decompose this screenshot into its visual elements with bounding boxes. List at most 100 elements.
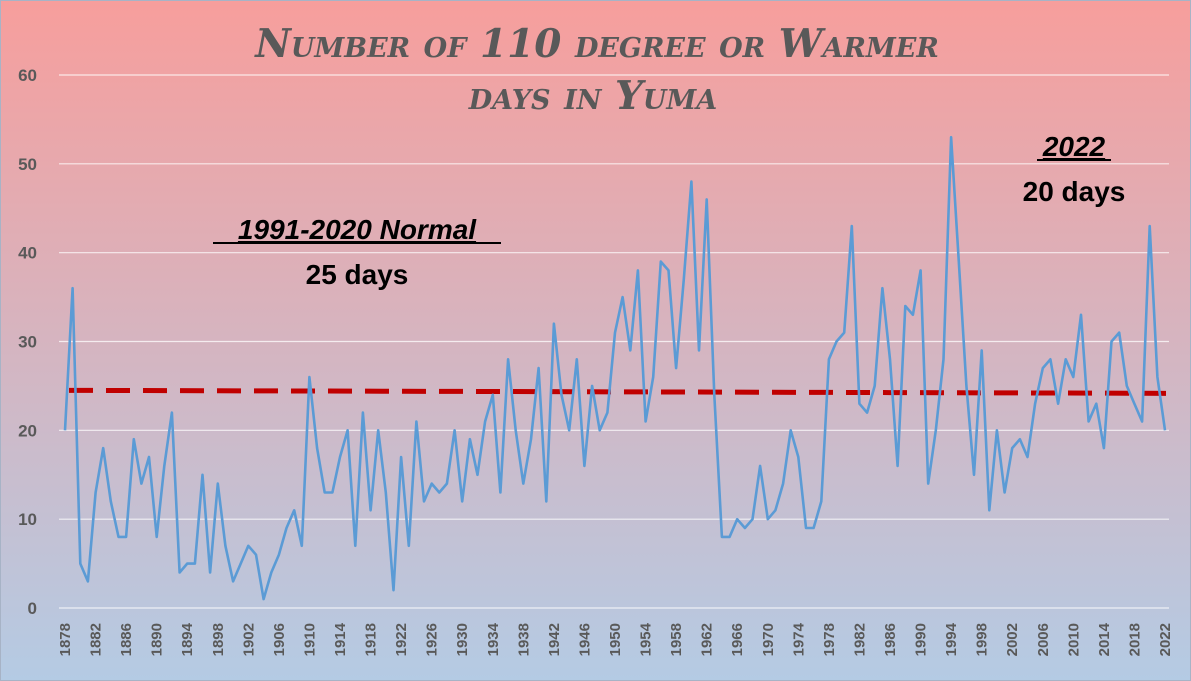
data-point-1920 xyxy=(384,491,388,495)
data-point-1930 xyxy=(460,499,464,503)
data-point-1940 xyxy=(537,366,541,370)
data-point-2010 xyxy=(1071,375,1075,379)
data-point-1958 xyxy=(674,366,678,370)
data-point-1943 xyxy=(560,393,564,397)
data-point-1945 xyxy=(575,357,579,361)
data-point-1885 xyxy=(116,535,120,539)
data-point-2021 xyxy=(1155,375,1159,379)
data-point-1959 xyxy=(682,277,686,281)
data-point-1909 xyxy=(300,544,304,548)
data-point-1969 xyxy=(758,464,762,468)
data-point-2020 xyxy=(1148,224,1152,228)
x-tick-label-1994: 1994 xyxy=(943,622,960,656)
data-point-1978 xyxy=(827,357,831,361)
x-tick-label-1958: 1958 xyxy=(668,623,685,656)
y-axis-ticks: 0 10 20 30 40 50 60 xyxy=(18,66,37,618)
x-tick-label-1898: 1898 xyxy=(210,623,227,656)
data-point-1987 xyxy=(896,464,900,468)
data-point-1951 xyxy=(621,295,625,299)
x-tick-label-1918: 1918 xyxy=(363,623,380,656)
x-tick-label-2002: 2002 xyxy=(1004,623,1021,656)
x-tick-label-1982: 1982 xyxy=(851,623,868,656)
data-point-1948 xyxy=(598,428,602,432)
data-point-1950 xyxy=(613,331,617,335)
x-tick-label-1894: 1894 xyxy=(179,622,196,656)
x-tick-label-1890: 1890 xyxy=(149,623,166,656)
data-point-1961 xyxy=(697,348,701,352)
data-point-1910 xyxy=(307,375,311,379)
normal-annotation-label: 1991-2020 Normal xyxy=(238,214,477,245)
data-point-1990 xyxy=(919,268,923,272)
data-point-1998 xyxy=(980,348,984,352)
data-point-1983 xyxy=(865,411,869,415)
data-point-1991 xyxy=(926,482,930,486)
data-point-1892 xyxy=(170,411,174,415)
data-point-2019 xyxy=(1140,419,1144,423)
data-point-1895 xyxy=(193,562,197,566)
data-point-1944 xyxy=(567,428,571,432)
series-line-days-110 xyxy=(63,135,1167,601)
data-point-2015 xyxy=(1110,340,1114,344)
data-point-1949 xyxy=(605,411,609,415)
data-point-1917 xyxy=(361,411,365,415)
data-point-1913 xyxy=(330,491,334,495)
data-point-1921 xyxy=(391,588,395,592)
data-point-1976 xyxy=(812,526,816,530)
data-point-1897 xyxy=(208,570,212,574)
data-point-1898 xyxy=(216,482,220,486)
data-point-1985 xyxy=(880,286,884,290)
x-tick-label-1990: 1990 xyxy=(913,623,930,656)
x-tick-label-1942: 1942 xyxy=(546,623,563,656)
data-point-1878 xyxy=(63,428,67,432)
data-point-1979 xyxy=(835,340,839,344)
x-tick-label-1970: 1970 xyxy=(760,623,777,656)
x-tick-label-1986: 1986 xyxy=(882,623,899,656)
x-tick-label-1950: 1950 xyxy=(607,623,624,656)
data-point-1884 xyxy=(109,499,113,503)
data-point-1905 xyxy=(269,570,273,574)
x-tick-label-1914: 1914 xyxy=(332,622,349,656)
y-tick-label-10: 10 xyxy=(18,510,37,529)
data-point-1894 xyxy=(185,562,189,566)
data-point-1880 xyxy=(78,562,82,566)
data-point-2007 xyxy=(1048,357,1052,361)
normal-reference-line xyxy=(68,387,1180,396)
data-point-2011 xyxy=(1079,313,1083,317)
data-point-1975 xyxy=(804,526,808,530)
data-point-1962 xyxy=(705,197,709,201)
data-point-1984 xyxy=(873,384,877,388)
data-point-2022 xyxy=(1163,428,1167,432)
data-point-1881 xyxy=(86,579,90,583)
gridlines xyxy=(59,74,1169,609)
data-point-1883 xyxy=(101,446,105,450)
data-point-1964 xyxy=(720,535,724,539)
data-point-1922 xyxy=(399,455,403,459)
data-point-1963 xyxy=(712,393,716,397)
data-point-1938 xyxy=(521,482,525,486)
data-point-1935 xyxy=(498,491,502,495)
data-point-1982 xyxy=(857,402,861,406)
data-point-2008 xyxy=(1056,402,1060,406)
x-axis-ticks: 1878 1882 1886 1890 1894 1898 1902 1906 1910 1914… xyxy=(57,622,1174,656)
data-point-1980 xyxy=(842,331,846,335)
x-tick-label-1946: 1946 xyxy=(576,623,593,656)
data-point-1971 xyxy=(773,508,777,512)
data-point-1953 xyxy=(636,268,640,272)
data-point-1926 xyxy=(430,482,434,486)
x-tick-label-1998: 1998 xyxy=(974,623,991,656)
x-tick-label-1938: 1938 xyxy=(515,623,532,656)
data-point-1886 xyxy=(124,535,128,539)
data-point-1887 xyxy=(132,437,136,441)
data-point-2006 xyxy=(1041,366,1045,370)
data-point-1932 xyxy=(476,473,480,477)
data-point-1907 xyxy=(285,526,289,530)
data-point-1912 xyxy=(323,491,327,495)
data-point-1996 xyxy=(964,384,968,388)
data-point-1901 xyxy=(239,562,243,566)
data-point-1954 xyxy=(644,419,648,423)
data-point-1960 xyxy=(689,180,693,184)
x-tick-label-1922: 1922 xyxy=(393,623,410,656)
data-point-1900 xyxy=(231,579,235,583)
